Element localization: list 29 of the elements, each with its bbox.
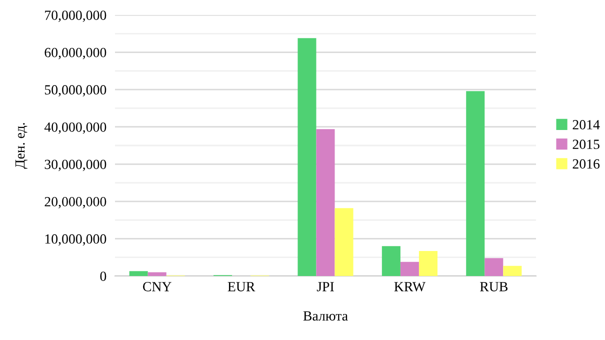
y-tick-label: 0 <box>100 272 106 281</box>
y-axis-title: Ден. ед. <box>15 123 28 169</box>
y-tick-label: 20,000,000 <box>44 197 106 208</box>
bar <box>503 266 522 276</box>
x-tick-label: RUB <box>480 282 508 292</box>
bar <box>382 246 400 276</box>
bar <box>334 208 354 276</box>
y-tick-label: 10,000,000 <box>45 234 106 246</box>
y-tick-label: 30,000,000 <box>44 160 106 172</box>
x-tick-label: CNY <box>143 282 172 292</box>
y-tick-label: 40,000,000 <box>44 122 106 134</box>
x-tick-label: KRW <box>394 282 426 292</box>
y-tick-label: 50,000,000 <box>44 85 106 97</box>
x-tick-label: EUR <box>228 282 256 292</box>
y-tick-label: 70,000,000 <box>45 10 106 22</box>
bar <box>298 38 316 276</box>
bar <box>400 262 419 276</box>
bar <box>466 91 485 276</box>
bar <box>418 251 438 276</box>
bar <box>316 129 335 276</box>
bar <box>484 258 504 276</box>
x-tick-label: JPI <box>316 282 334 292</box>
legend-label: 2014 <box>572 120 600 130</box>
y-tick-label: 60,000,000 <box>44 48 106 60</box>
x-axis-title: Валюта <box>303 311 348 321</box>
bar <box>148 272 166 276</box>
legend-label: 2015 <box>572 140 600 150</box>
bar <box>129 271 148 276</box>
legend-label: 2016 <box>572 159 600 169</box>
